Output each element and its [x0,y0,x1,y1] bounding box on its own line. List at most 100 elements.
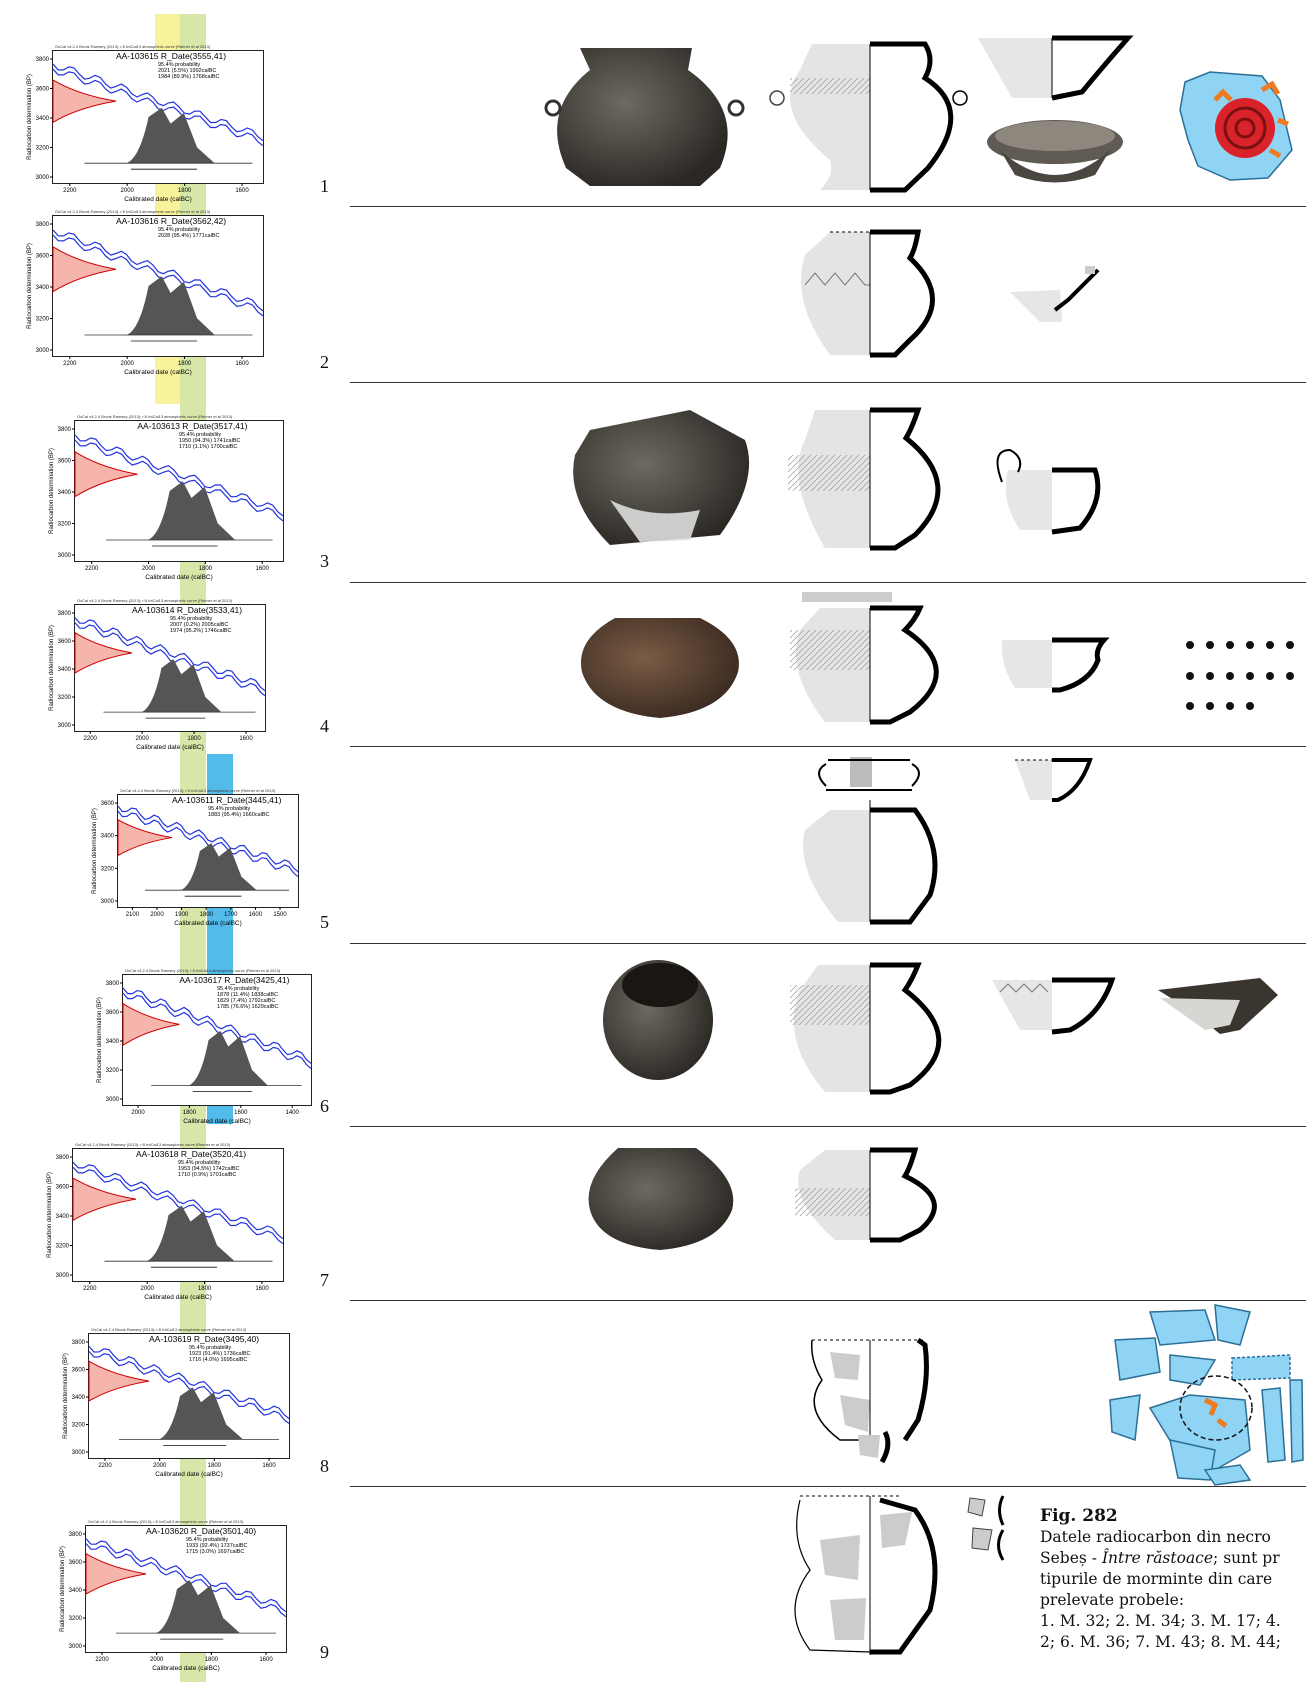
row8-vessel-drawing [810,1337,929,1464]
y-tick-label: 3400 [36,116,50,122]
y-tick-label: 3200 [72,1423,86,1429]
x-tick-label: 2000 [142,566,156,572]
range-1: 2028 (95.4%) 1771calBC [158,233,219,239]
row-separator [350,1486,1306,1487]
y-tick-label: 3200 [36,317,50,323]
caption-site-suffix: ; sunt pr [1213,1549,1280,1567]
y-tick-label: 3600 [56,1185,70,1191]
calibrated-distribution [156,1580,240,1634]
measured-date-density [72,1177,137,1222]
calibration-curve-lower [52,234,264,317]
y-tick-label: 3400 [58,667,72,673]
chart-header: OxCal v4.2.4 Bronk Ramsey (2013); r:5 In… [75,1142,231,1147]
x-tick-label: 2200 [85,566,99,572]
x-tick-label: 2200 [98,1463,112,1469]
range-1: 1950 (94.3%) 1741calBC [179,438,240,444]
calibration-curve-lower [52,68,264,147]
calibrated-distribution [147,481,236,540]
x-tick-label: 2000 [150,912,164,918]
y-tick-label: 3400 [36,285,50,291]
x-tick-label: 2000 [150,1657,164,1663]
probability-label: 95.4% probability [170,616,212,622]
x-tick-label: 2200 [63,361,77,367]
range-1: 1883 (95.4%) 1660calBC [208,812,269,818]
y-tick-label: 3200 [106,1068,120,1074]
calibration-chart-4: OxCal v4.2.4 Bronk Ramsey (2013); r:5 In… [49,598,266,751]
row1-grave-plan [1179,71,1293,181]
row-number-3: 3 [320,551,329,571]
row6-vessel-photo [603,960,713,1080]
measured-date-density [52,79,117,124]
chart-header: OxCal v4.2.4 Bronk Ramsey (2013); r:5 In… [55,44,211,49]
y-tick-label: 3400 [58,490,72,496]
y-tick-label: 3200 [69,1616,83,1622]
calibration-curve [85,1538,287,1613]
figure-label: Fig. 282 [1040,1506,1118,1526]
calibrated-distribution [159,1387,243,1440]
y-tick-label: 3200 [58,695,72,701]
row8-grave-plan [1109,1304,1304,1486]
x-tick-label: 1800 [187,736,201,742]
row3-vessel-photo [573,410,750,545]
row-separator [350,1126,1306,1127]
row1-vessel-photo [544,48,745,186]
calibration-chart-5: OxCal v4.2.4 Bronk Ramsey (2013); r:5 In… [92,788,299,927]
row-number-4: 4 [320,716,329,736]
calibration-curve [88,1346,290,1419]
row7-vessel-photo [588,1148,734,1250]
measured-date-density [74,450,138,498]
x-tick-label: 1600 [235,361,249,367]
x-tick-label: 1800 [178,361,192,367]
x-tick-label: 2000 [141,1286,155,1292]
y-axis-label: Radiocarbon determination (BP) [60,1546,66,1632]
x-axis-label: Calibrated date (calBC) [136,744,204,751]
y-tick-label: 3600 [36,254,50,260]
row4-beads [1186,641,1294,710]
y-tick-label: 3000 [58,723,72,729]
x-tick-label: 1600 [259,1657,273,1663]
calibration-curve-lower [88,1351,290,1424]
sample-label: AA-103614 R_Date(3533,41) [132,605,242,615]
sample-label: AA-103613 R_Date(3517,41) [137,421,247,431]
calibration-chart-8: OxCal v4.2.4 Bronk Ramsey (2013); r:5 In… [63,1327,290,1478]
y-tick-label: 3200 [101,866,115,872]
y-tick-label: 3800 [36,222,50,228]
calibrated-distribution [181,843,257,891]
x-tick-label: 2000 [153,1463,167,1469]
row2-vessel-drawing [800,229,935,358]
x-tick-label: 1800 [208,1463,222,1469]
row-number-6: 6 [320,1096,329,1116]
row-number-1: 1 [320,176,329,196]
row4-vessel-photo [580,618,739,718]
row1-dish-photo [987,120,1123,183]
row-number-5: 5 [320,912,329,932]
y-axis-label: Radiocarbon determination (BP) [27,74,33,160]
x-tick-label: 1900 [175,912,189,918]
row5-cup-drawing [1015,758,1093,802]
x-tick-label: 2200 [84,736,98,742]
x-axis-label: Calibrated date (calBC) [145,574,213,581]
x-tick-label: 1800 [198,1286,212,1292]
y-tick-label: 3600 [58,639,72,645]
probability-label: 95.4% probability [158,62,200,68]
x-tick-label: 1600 [256,566,270,572]
probability-label: 95.4% probability [189,1345,231,1351]
calibration-curve [74,617,266,692]
row-number-7: 7 [320,1270,329,1290]
x-tick-label: 1700 [224,912,238,918]
x-tick-label: 1800 [183,1110,197,1116]
sample-label: AA-103619 R_Date(3495,40) [149,1334,259,1344]
sample-label: AA-103611 R_Date(3445,41) [172,795,282,805]
calibrated-distribution [146,1205,235,1262]
row1-bowl-drawing [978,35,1134,101]
sample-label: AA-103616 R_Date(3562,42) [116,216,226,226]
x-axis-label: Calibrated date (calBC) [174,920,242,927]
calibration-curve [52,229,264,312]
caption-site-prefix: Sebeș - [1040,1549,1102,1567]
row-separator [350,1300,1306,1301]
y-tick-label: 3800 [56,1155,70,1161]
row-number-9: 9 [320,1642,329,1662]
probability-label: 95.4% probability [217,986,259,992]
y-tick-label: 3000 [101,899,115,905]
